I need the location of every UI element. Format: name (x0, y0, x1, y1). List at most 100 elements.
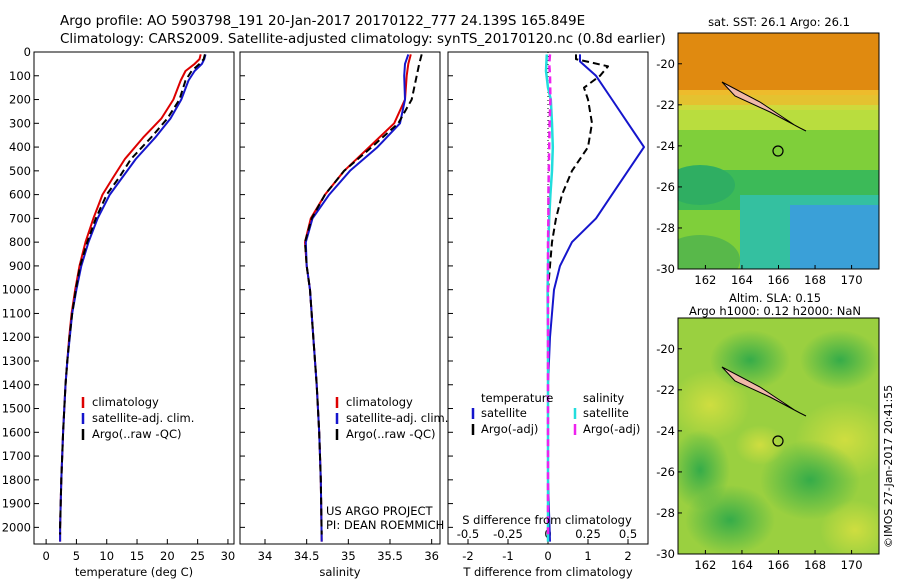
pi-annotation: PI: DEAN ROEMMICH (326, 518, 444, 532)
sla-map-subtitle: Argo h1000: 0.12 h2000: NaN (689, 304, 861, 318)
float-location-marker (772, 435, 784, 447)
legend-climatology: climatology (346, 395, 413, 409)
x-tick-label: 2 (624, 549, 631, 563)
map-y-tick-label: -20 (656, 57, 675, 71)
map-y-tick-label: -28 (656, 221, 675, 235)
y-tick-label: 1800 (2, 473, 31, 487)
x-tick-label: 35.5 (377, 549, 403, 563)
salinity-plot-frame (239, 51, 441, 545)
y-tick-label: 700 (9, 211, 31, 225)
map-x-tick-label: 164 (731, 558, 753, 572)
imos-footer: ©IMOS 27-Jan-2017 20:41:55 (882, 385, 895, 548)
y-tick-label: 1000 (2, 283, 31, 297)
x-tick-label: 0 (42, 549, 49, 563)
x-tick-label: 15 (130, 549, 145, 563)
legend-title-salinity: salinity (583, 391, 624, 405)
y-tick-label: 900 (9, 259, 31, 273)
legend-climatology: climatology (92, 395, 159, 409)
map-x-tick-label: 164 (731, 273, 753, 287)
y-tick-label: 1200 (2, 330, 31, 344)
y-tick-label: 1500 (2, 402, 31, 416)
difference-legend: temperature salinity satellite Argo(-adj… (462, 391, 640, 527)
x-tick-label: 20 (160, 549, 175, 563)
difference-xlabel: T difference from climatology (462, 565, 633, 579)
map-x-tick-label: 166 (768, 273, 790, 287)
map-x-tick-label: 166 (768, 558, 790, 572)
s-tick-label: -0.25 (493, 527, 523, 541)
map-x-tick-label: 170 (841, 273, 863, 287)
map-y-tick-label: -30 (656, 547, 675, 561)
y-tick-label: 600 (9, 188, 31, 202)
series-argo-raw-qc- (304, 54, 423, 535)
y-tick-label: 1900 (2, 497, 31, 511)
difference-panel: -2 -1 0 1 2-0.5 -0.25 0 0.25 0.5T difference fro… (447, 51, 649, 579)
y-tick-label: 100 (9, 69, 31, 83)
legend-s-satellite: satellite (583, 406, 629, 420)
series-climatology (59, 54, 202, 542)
y-tick-label: 400 (9, 140, 31, 154)
y-tick-label: 0 (24, 45, 31, 59)
map-y-tick-label: -22 (656, 383, 675, 397)
x-tick-label: 34 (258, 549, 273, 563)
y-tick-label: 1600 (2, 425, 31, 439)
legend-satellite: satellite-adj. clim. (346, 411, 448, 425)
salinity-legend: climatology satellite-adj. clim. Argo(..… (326, 395, 448, 532)
x-tick-label: 5 (73, 549, 80, 563)
map-x-tick-label: 162 (694, 273, 716, 287)
y-tick-label: 1100 (2, 306, 31, 320)
map-y-tick-label: -28 (656, 506, 675, 520)
sla-map: Altim. SLA: 0.15 Argo h1000: 0.12 h2000:… (656, 291, 880, 572)
map-y-tick-label: -30 (656, 262, 675, 276)
x-tick-label: 25 (190, 549, 205, 563)
temperature-xlabel: temperature (deg C) (75, 565, 193, 579)
map-y-tick-label: -24 (656, 139, 675, 153)
x-tick-label: 35 (341, 549, 356, 563)
legend-argo: Argo(..raw -QC) (92, 427, 182, 441)
map-y-tick-label: -22 (656, 98, 675, 112)
series-satellite-adj-clim- (59, 54, 207, 542)
salinity-xlabel: salinity (319, 565, 360, 579)
y-tick-label: 2000 (2, 520, 31, 534)
x-tick-label: 10 (99, 549, 114, 563)
map-x-tick-label: 170 (841, 558, 863, 572)
series-argo-raw-qc- (59, 54, 206, 535)
map-x-tick-label: 162 (694, 558, 716, 572)
legend-t-satellite: satellite (481, 406, 527, 420)
temperature-panel: 0 5 10 15 20 25 30 temperature (deg C) 0 100 200 30… (2, 45, 236, 579)
legend-t-argo: Argo(-adj) (481, 422, 538, 436)
y-tick-label: 300 (9, 116, 31, 130)
y-tick-label: 500 (9, 164, 31, 178)
x-tick-label: 36 (424, 549, 439, 563)
legend-title-temperature: temperature (481, 391, 553, 405)
salinity-panel: 34 34.5 35 35.5 36 salinity (239, 51, 441, 579)
header-line1: Argo profile: AO 5903798_191 20-Jan-2017… (60, 13, 585, 29)
x-tick-label: 1 (584, 549, 591, 563)
new-caledonia-island (721, 366, 807, 417)
map-x-tick-label: 168 (804, 558, 826, 572)
legend-satellite: satellite-adj. clim. (92, 411, 194, 425)
new-caledonia-island (721, 81, 807, 132)
legend-argo: Argo(..raw -QC) (346, 427, 436, 441)
sst-map-title: sat. SST: 26.1 Argo: 26.1 (708, 15, 850, 29)
s-tick-label: 0.5 (619, 527, 637, 541)
x-tick-label: 30 (221, 549, 236, 563)
float-location-marker (772, 145, 784, 157)
y-tick-label: 200 (9, 93, 31, 107)
y-tick-label: 1400 (2, 378, 31, 392)
x-tick-label: -2 (462, 549, 473, 563)
x-tick-label: 0 (544, 549, 551, 563)
series-salinity-argo-adj- (546, 54, 552, 535)
s-tick-label: 0.25 (575, 527, 601, 541)
y-tick-label: 1700 (2, 449, 31, 463)
legend-s-argo: Argo(-adj) (583, 422, 640, 436)
temperature-legend: climatology satellite-adj. clim. Argo(..… (81, 395, 194, 441)
series-temperature-argo-adj- (547, 54, 609, 535)
map-y-tick-label: -24 (656, 424, 675, 438)
header-line2: Climatology: CARS2009. Satellite-adjuste… (60, 31, 666, 47)
map-y-tick-label: -26 (656, 180, 675, 194)
x-tick-label: -1 (502, 549, 513, 563)
project-annotation: US ARGO PROJECT (326, 504, 434, 518)
sst-map: sat. SST: 26.1 Argo: 26.1 162 164 166 168 17… (656, 15, 880, 287)
s-tick-label: -0.5 (457, 527, 479, 541)
